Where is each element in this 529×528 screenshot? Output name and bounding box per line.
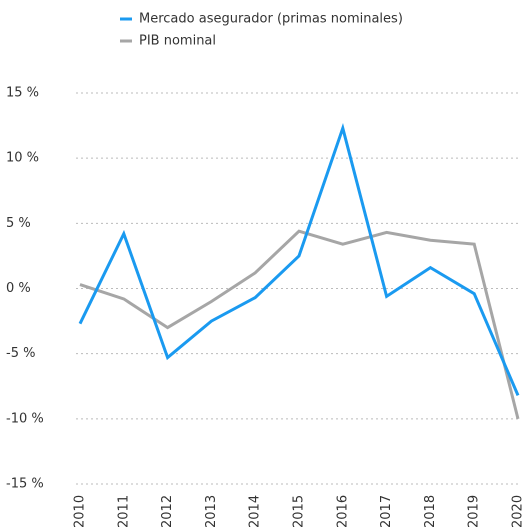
y-tick-label: -15 %	[6, 477, 44, 492]
x-tick-label: 2016	[335, 495, 350, 528]
y-tick-label: 10 %	[6, 151, 39, 166]
x-tick-label: 2019	[467, 495, 482, 528]
y-tick-label: 15 %	[6, 86, 39, 101]
x-tick-label: 2011	[116, 495, 131, 528]
y-tick-label: 5 %	[6, 216, 31, 231]
x-tick-label: 2018	[423, 495, 438, 528]
x-tick-label: 2015	[292, 495, 307, 528]
y-tick-label: -5 %	[6, 346, 35, 361]
series-line	[79, 229, 520, 420]
series-line	[78, 122, 520, 396]
x-tick-label: 2020	[511, 495, 526, 528]
legend-label: Mercado asegurador (primas nominales)	[139, 12, 403, 27]
x-tick-label: 2017	[379, 495, 394, 528]
y-tick-label: -10 %	[6, 411, 44, 426]
legend-label: PIB nominal	[139, 34, 216, 49]
x-tick-label: 2012	[160, 495, 175, 528]
y-tick-label: 0 %	[6, 281, 31, 296]
x-tick-label: 2014	[248, 495, 263, 528]
x-tick-label: 2010	[73, 495, 88, 528]
x-tick-label: 2013	[204, 495, 219, 528]
